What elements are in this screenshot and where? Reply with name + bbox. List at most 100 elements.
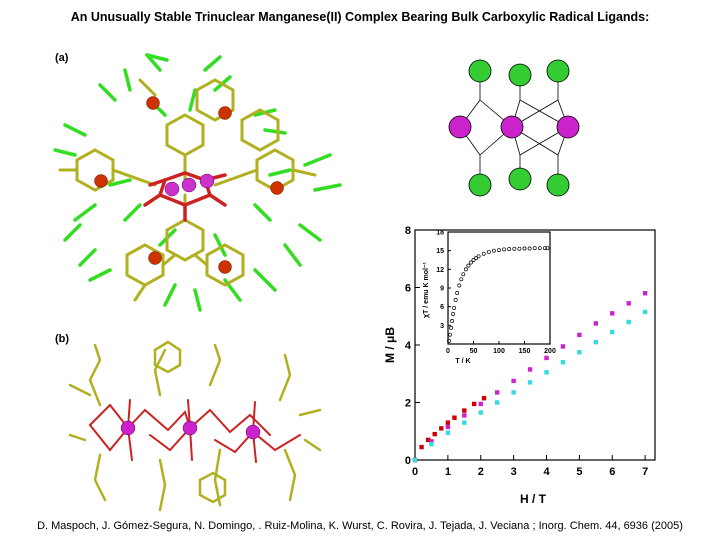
data-point <box>471 401 477 407</box>
data-point <box>542 246 547 251</box>
data-point <box>463 267 468 272</box>
x-tick-label: 50 <box>470 348 478 355</box>
data-point <box>491 248 496 253</box>
x-tick-label: 4 <box>543 466 550 478</box>
data-point <box>544 355 549 361</box>
data-point <box>455 291 460 295</box>
data-point <box>610 329 615 335</box>
data-point <box>502 247 507 252</box>
data-point <box>577 332 582 338</box>
data-point <box>429 439 434 444</box>
data-point <box>452 415 457 420</box>
inset-y-axis-label: χT / emu K mol⁻¹ <box>423 261 430 318</box>
radical-node-3 <box>546 59 570 83</box>
x-tick-label: 5 <box>576 466 582 478</box>
data-point <box>537 246 542 251</box>
x-tick-label: 0 <box>412 466 418 478</box>
y-tick-label: 4 <box>405 340 412 352</box>
mn-node-3 <box>556 115 580 139</box>
radical-node-5 <box>508 167 532 191</box>
mn-node-2 <box>500 115 524 139</box>
y-tick-label: 15 <box>436 248 444 255</box>
crystal-structure-a <box>53 53 342 312</box>
x-tick-label: 0 <box>446 348 450 355</box>
mn-node-1 <box>448 115 472 139</box>
data-point <box>462 408 467 413</box>
data-point <box>445 430 451 435</box>
data-point <box>522 246 527 251</box>
data-point <box>452 305 457 310</box>
x-axis-label: H / T <box>520 492 547 506</box>
y-tick-label: 9 <box>440 286 444 293</box>
data-point <box>511 378 516 384</box>
plot-frame <box>414 229 656 461</box>
data-point <box>560 344 566 349</box>
data-point <box>451 312 456 317</box>
data-point <box>459 277 464 282</box>
x-tick-label: 2 <box>478 466 484 478</box>
data-point <box>544 370 549 375</box>
y-tick-label: 8 <box>405 225 411 237</box>
data-point <box>412 457 418 463</box>
x-tick-label: 7 <box>642 466 648 478</box>
crystal-structure-b <box>68 340 322 512</box>
y-tick-label: 6 <box>440 304 444 311</box>
data-point <box>478 410 483 415</box>
data-point <box>425 437 431 443</box>
data-point <box>560 360 566 365</box>
x-tick-label: 150 <box>519 348 531 355</box>
data-point <box>466 263 471 268</box>
data-point <box>593 339 599 345</box>
y-axis-label: M / μB <box>383 327 397 363</box>
data-point <box>478 401 483 407</box>
panel-a-label: (a) <box>55 52 69 64</box>
radical-node-4 <box>468 173 492 197</box>
data-point <box>450 319 455 323</box>
y-tick-label: 0 <box>405 455 411 467</box>
data-point <box>517 246 522 251</box>
data-point <box>626 319 631 325</box>
data-point <box>468 260 473 265</box>
data-point <box>545 246 550 251</box>
inset-x-axis-label: T / K <box>455 358 470 365</box>
data-point <box>481 251 486 256</box>
data-point <box>439 426 444 431</box>
data-point <box>419 444 424 450</box>
data-point <box>610 311 615 316</box>
x-tick-label: 100 <box>493 348 505 355</box>
data-point <box>461 272 466 277</box>
y-tick-label: 6 <box>405 283 411 295</box>
radical-node-2 <box>508 63 532 87</box>
data-point <box>512 246 517 251</box>
panel-b-label: (b) <box>55 333 70 345</box>
data-point <box>462 413 467 418</box>
data-point <box>642 291 648 296</box>
data-point <box>577 349 582 355</box>
data-point <box>481 395 487 401</box>
data-point <box>494 400 500 405</box>
data-point <box>532 246 537 251</box>
data-point <box>593 321 599 326</box>
data-point <box>445 424 451 430</box>
data-point <box>453 297 458 302</box>
data-point <box>448 332 452 337</box>
x-tick-label: 200 <box>544 348 556 355</box>
data-point <box>527 380 533 385</box>
data-point <box>486 249 491 254</box>
y-tick-label: 12 <box>436 267 444 274</box>
y-tick-label: 3 <box>440 323 444 330</box>
radical-node-1 <box>468 59 492 83</box>
plot-frame <box>447 231 551 345</box>
data-point <box>449 325 454 330</box>
data-point <box>511 390 516 395</box>
data-point <box>527 367 533 372</box>
slide-title: An Unusually Stable Trinuclear Manganese… <box>70 10 650 24</box>
data-point <box>642 309 648 315</box>
x-tick-label: 1 <box>445 466 451 478</box>
data-point <box>476 254 481 259</box>
data-point <box>497 248 501 252</box>
data-point <box>494 390 500 395</box>
radical-node-6 <box>546 173 570 197</box>
data-point <box>429 441 434 447</box>
citation: D. Maspoch, J. Gómez-Segura, N. Domingo,… <box>37 520 683 532</box>
